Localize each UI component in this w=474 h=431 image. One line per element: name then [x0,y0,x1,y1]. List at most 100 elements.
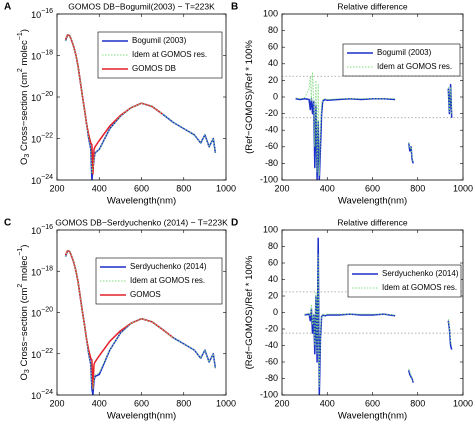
legend-label: Idem at GOMOS res. [377,62,452,71]
y-label-part: (Ref−GOMOS)/Ref * 100% [244,255,255,369]
x-tick-label: 400 [320,183,335,193]
legend-label: Idem at GOMOS res. [132,50,207,59]
x-axis-label: Wavelength(nm) [338,196,407,207]
y-tick-label: 10−24 [31,174,53,187]
y-tick-label: -80 [265,158,278,168]
legend-label: Bogumil (2003) [377,48,432,57]
y-label-part: −1 [17,32,24,40]
y-label-part: ) [19,29,30,32]
y-tick-base: 10 [31,93,41,103]
y-tick-exponent: −24 [41,174,53,181]
x-tick-label: 200 [274,398,289,408]
x-tick-label: 600 [365,398,380,408]
y-tick-label: 40 [268,58,278,68]
y-tick-label: -60 [265,356,278,366]
panel: A GOMOS DB−Bogumil(2003) − T=223K Waveleng… [4,1,236,206]
panel-letter: D [231,218,238,229]
panel: C GOMOS DB−Serdyuchenko (2014) − T=223K Wa… [4,217,236,421]
y-tick-label: 80 [268,241,278,251]
y-tick-label: 10−20 [31,306,53,319]
legend-label: Bogumil (2003) [132,36,187,45]
y-tick-exponent: −16 [41,224,53,231]
y-tick-label: 20 [268,75,278,85]
y-tick-label: 10−24 [31,389,53,402]
y-tick-base: 10 [31,52,41,62]
x-tick-label: 200 [49,183,64,193]
y-tick-label: 10−20 [31,91,53,104]
x-tick-label: 600 [365,183,380,193]
y-axis-label: O3 Cross−section (cm2 molec−1) [17,29,31,165]
y-label-part: Cross−section (cm [19,288,30,370]
y-tick-base: 10 [31,309,41,319]
x-tick-label: 1000 [453,183,473,193]
plot-frame [56,229,227,396]
y-tick-exponent: −20 [41,91,53,98]
y-label-part: (Ref−GOMOS)/Ref * 100% [244,40,255,154]
y-tick-label: 0 [273,91,278,101]
y-label-part: molec [19,255,30,283]
series-line [65,34,216,175]
y-tick-base: 10 [31,268,41,278]
y-tick-label: -20 [265,108,278,118]
y-tick-exponent: −22 [41,348,53,355]
y-tick-label: -60 [265,141,278,151]
y-tick-label: 100 [263,224,278,234]
legend-label: GOMOS [130,290,161,299]
y-tick-base: 10 [31,176,41,186]
x-tick-label: 400 [92,183,107,193]
y-label-part: 2 [17,68,24,72]
panel-title: Relative difference [337,1,408,11]
y-tick-label: 100 [263,8,278,18]
y-label-part: 3 [24,369,31,373]
legend-label: Idem at GOMOS res. [382,283,457,292]
y-tick-exponent: −22 [41,132,53,139]
y-tick-exponent: −20 [41,306,53,313]
panel-title: GOMOS DB−Bogumil(2003) − T=223K [68,1,215,11]
plot-frame [281,229,464,396]
panel: B Relative difference Wavelength(nm) (Ref−G… [231,1,473,206]
y-tick-exponent: −24 [41,389,53,396]
y-label-part: Cross−section (cm [19,72,30,154]
plot-frame [281,13,464,181]
series-line [304,254,453,388]
y-axis-label: (Ref−GOMOS)/Ref * 100% [244,40,255,154]
legend-label: Idem at GOMOS res. [130,276,205,285]
y-tick-base: 10 [31,391,41,401]
x-tick-label: 200 [49,398,64,408]
panel-letter: A [4,2,11,13]
x-tick-label: 800 [176,398,191,408]
x-tick-label: 600 [134,398,149,408]
panel-title: Relative difference [337,217,408,227]
y-tick-base: 10 [31,10,41,20]
legend-label: Serdyuchenko (2014) [382,269,459,278]
legend-label: Serdyuchenko (2014) [130,262,207,271]
y-tick-label: 10−16 [31,8,53,21]
x-tick-label: 400 [320,398,335,408]
y-label-part: O [19,158,30,165]
legend-box [95,257,223,305]
x-tick-label: 1000 [453,398,473,408]
panel: D Relative difference Wavelength(nm) (Ref−G… [231,217,473,421]
y-label-part: 3 [24,154,31,158]
x-tick-label: 200 [274,183,289,193]
y-tick-label: -100 [260,389,278,399]
y-tick-label: 10−18 [31,49,53,62]
series-line [64,34,164,175]
y-tick-label: 60 [268,257,278,267]
y-tick-label: 60 [268,42,278,52]
x-tick-label: 1000 [216,398,236,408]
y-label-part: ) [19,245,30,248]
y-label-part: 2 [17,284,24,288]
x-tick-label: 800 [410,183,425,193]
y-tick-base: 10 [31,350,41,360]
x-tick-label: 400 [92,398,107,408]
x-tick-label: 800 [410,398,425,408]
x-tick-label: 800 [176,183,191,193]
legend-box [342,43,461,77]
y-tick-exponent: −18 [41,49,53,56]
y-tick-label: -20 [265,323,278,333]
panel-letter: C [4,218,11,229]
y-tick-label: 80 [268,25,278,35]
y-label-part: molec [19,40,30,68]
